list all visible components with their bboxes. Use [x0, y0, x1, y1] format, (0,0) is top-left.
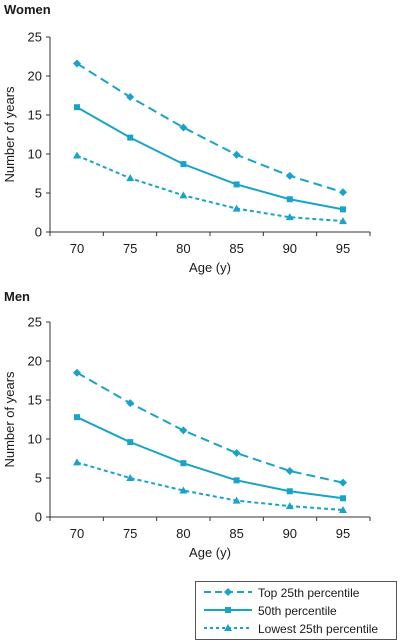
men-x-tick-label: 90 [283, 526, 297, 541]
women-y-tick-label: 20 [28, 69, 42, 84]
men-data-point-square [286, 488, 293, 495]
women-data-point-diamond [73, 59, 81, 68]
women-x-tick-label: 70 [70, 241, 84, 256]
women-data-point-triangle [126, 174, 135, 182]
legend-swatch-lowest-25 [204, 624, 252, 631]
women-x-tick-label: 75 [123, 241, 137, 256]
men-data-point-diamond [126, 399, 135, 408]
legend-swatch-top-25 [204, 588, 252, 596]
legend-triangle-marker [224, 624, 232, 631]
women-y-tick-label: 0 [35, 225, 42, 240]
women-data-point-diamond [285, 171, 294, 180]
women-data-point-triangle [232, 204, 241, 212]
women-data-point-square [180, 161, 187, 168]
women-data-point-square [286, 196, 293, 203]
men-data-point-diamond [339, 478, 347, 487]
men-data-point-triangle [339, 505, 347, 513]
women-data-point-triangle [73, 151, 81, 159]
women-y-tick-label: 5 [35, 186, 42, 201]
men-data-point-triangle [179, 486, 188, 494]
legend-item-50th: 50th percentile [196, 602, 396, 620]
men-data-point-triangle [285, 502, 294, 510]
men-y-axis-label: Number of years [2, 371, 17, 468]
men-data-point-triangle [126, 474, 135, 481]
women-data-point-diamond [179, 123, 188, 132]
men-data-point-triangle [232, 496, 241, 504]
charts-canvas: 0 5 10 15 20 25 70 75 80 85 90 95 Age (y) Number of y… [2, 30, 371, 560]
men-series-line-1 [76, 371, 344, 484]
men-x-tick-label: 95 [336, 526, 350, 541]
women-series-line-3 [76, 154, 344, 223]
women-data-point-diamond [126, 93, 135, 102]
men-data-point-triangle [73, 458, 81, 466]
women-series-line-1 [76, 62, 344, 194]
men-x-tick-label: 85 [229, 526, 243, 541]
legend-square-marker [225, 607, 231, 613]
women-y-axis-label: Number of years [2, 86, 17, 183]
men-y-tick-label: 15 [28, 393, 42, 408]
women-x-tick-label: 80 [176, 241, 190, 256]
women-data-point-square [340, 206, 346, 213]
legend-swatch-50th [204, 607, 252, 613]
men-data-point-diamond [73, 368, 81, 377]
men-series-line-3 [76, 461, 344, 511]
men-data-point-square [180, 460, 187, 467]
women-y-tick-label: 25 [28, 30, 42, 45]
men-x-axis-label: Age (y) [189, 545, 231, 560]
men-data-point-diamond [232, 449, 241, 458]
women-x-tick-label: 85 [229, 241, 243, 256]
men-data-point-square [340, 495, 346, 502]
women-data-point-triangle [339, 217, 347, 225]
women-chart: 0 5 10 15 20 25 70 75 80 85 90 95 Age (y) Number of y… [2, 30, 371, 275]
legend-item-top-25: Top 25th percentile [196, 584, 396, 602]
men-y-tick-label: 0 [35, 510, 42, 525]
women-data-point-diamond [339, 188, 347, 197]
men-series-line-2 [76, 416, 344, 500]
women-x-tick-label: 90 [283, 241, 297, 256]
men-data-point-square [233, 477, 240, 484]
men-y-tick-label: 10 [28, 432, 42, 447]
legend-label-lowest-25: Lowest 25th percentile [258, 622, 379, 636]
men-y-tick-label: 5 [35, 471, 42, 486]
legend-label-50th: 50th percentile [258, 604, 337, 618]
women-x-tick-label: 95 [336, 241, 350, 256]
women-data-point-triangle [179, 191, 188, 199]
men-y-tick-label: 25 [28, 315, 42, 330]
men-data-point-square [74, 414, 80, 421]
women-x-axis-label: Age (y) [189, 260, 231, 275]
women-y-tick-label: 10 [28, 147, 42, 162]
men-x-tick-label: 70 [70, 526, 84, 541]
men-x-tick-label: 80 [176, 526, 190, 541]
men-data-point-diamond [179, 426, 188, 435]
legend-label-top-25: Top 25th percentile [258, 586, 360, 600]
men-x-tick-label: 75 [123, 526, 137, 541]
women-y-tick-label: 15 [28, 108, 42, 123]
men-data-point-diamond [285, 466, 294, 475]
men-data-point-square [127, 439, 134, 446]
women-data-point-diamond [232, 150, 241, 159]
women-series-line-2 [76, 106, 344, 211]
women-data-point-triangle [285, 213, 294, 221]
legend-item-lowest-25: Lowest 25th percentile [196, 620, 396, 638]
legend: Top 25th percentile 50th percentile Lowe… [195, 581, 397, 640]
men-panel-title: Men [4, 289, 30, 304]
men-y-tick-label: 20 [28, 354, 42, 369]
women-panel-title: Women [4, 2, 51, 17]
women-data-point-square [74, 104, 80, 111]
legend-diamond-marker [224, 588, 232, 596]
women-data-point-square [233, 181, 240, 188]
women-data-point-square [127, 134, 134, 141]
men-chart: 0 5 10 15 20 25 70 75 80 85 90 95 Age (y) Number of y… [2, 315, 371, 560]
